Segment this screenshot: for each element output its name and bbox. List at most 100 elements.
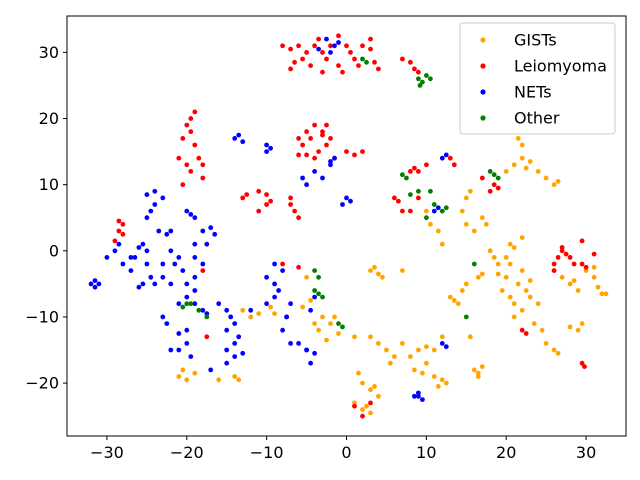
data-point	[292, 59, 297, 65]
data-point	[300, 175, 305, 181]
data-point	[336, 33, 341, 39]
data-point	[408, 169, 413, 174]
data-point	[200, 162, 206, 168]
data-point	[136, 284, 142, 290]
data-point	[555, 350, 561, 356]
data-point	[475, 274, 481, 280]
y-tick-label: 10	[39, 175, 59, 194]
data-point	[196, 307, 202, 313]
data-point	[88, 281, 94, 287]
data-point	[324, 122, 329, 128]
data-point	[328, 136, 333, 141]
data-point	[471, 228, 477, 234]
data-point	[232, 341, 238, 346]
data-point	[180, 136, 186, 141]
data-point	[511, 245, 517, 250]
data-point	[443, 380, 449, 386]
data-point	[579, 238, 585, 244]
data-point	[531, 321, 537, 326]
data-point	[300, 142, 305, 148]
data-point	[471, 261, 477, 267]
data-point	[328, 50, 333, 55]
data-point	[232, 354, 238, 359]
data-point	[416, 169, 421, 174]
data-point	[567, 255, 573, 260]
legend-label-leiomyoma: Leiomyoma	[514, 57, 607, 76]
data-point	[148, 208, 154, 214]
data-point	[160, 261, 166, 267]
data-point	[312, 288, 317, 293]
data-point	[443, 152, 449, 158]
data-point	[188, 169, 194, 174]
data-point	[280, 43, 285, 49]
data-point	[324, 337, 329, 343]
data-point	[312, 155, 317, 161]
data-point	[336, 63, 341, 68]
data-point	[92, 278, 98, 283]
data-point	[360, 56, 365, 62]
data-point	[579, 321, 585, 326]
data-point	[216, 377, 222, 383]
data-point	[288, 202, 293, 207]
y-tick-label: −10	[25, 307, 59, 326]
data-point	[272, 311, 277, 316]
data-point	[176, 301, 182, 307]
data-point	[424, 208, 429, 214]
data-point	[503, 255, 509, 260]
data-point	[312, 122, 317, 128]
data-point	[320, 129, 325, 135]
data-point	[328, 162, 333, 168]
data-point	[340, 324, 345, 330]
series-nets	[88, 36, 449, 402]
data-point	[160, 314, 166, 320]
data-point	[412, 393, 417, 399]
x-tick-label: 10	[416, 443, 436, 462]
data-point	[443, 344, 449, 350]
data-point	[599, 291, 605, 297]
data-point	[284, 314, 289, 320]
data-point	[144, 215, 150, 221]
data-point	[519, 327, 525, 333]
data-point	[240, 350, 246, 356]
data-point	[112, 238, 118, 244]
data-point	[128, 268, 134, 273]
data-point	[308, 360, 313, 366]
data-point	[176, 255, 182, 260]
data-point	[439, 334, 445, 340]
data-point	[451, 162, 457, 168]
data-point	[408, 354, 413, 359]
x-tick-label: −30	[90, 443, 124, 462]
data-point	[559, 274, 565, 280]
data-point	[408, 192, 413, 198]
data-point	[511, 301, 517, 307]
data-point	[372, 59, 377, 65]
data-point	[571, 278, 577, 283]
data-point	[360, 407, 365, 412]
data-point	[236, 334, 242, 340]
data-point	[519, 268, 525, 273]
data-point	[424, 215, 429, 221]
data-point	[364, 403, 369, 409]
data-point	[519, 235, 525, 241]
data-point	[116, 218, 122, 224]
legend-label-nets: NETs	[514, 83, 552, 102]
data-point	[507, 294, 513, 300]
legend-label-other: Other	[514, 109, 560, 128]
data-point	[288, 301, 293, 307]
data-point	[459, 208, 465, 214]
data-point	[264, 149, 269, 155]
data-point	[192, 370, 198, 376]
data-point	[192, 274, 198, 280]
data-point	[244, 192, 250, 198]
data-point	[364, 59, 369, 65]
data-point	[280, 268, 285, 273]
data-point	[308, 298, 313, 303]
data-point	[408, 59, 413, 65]
data-point	[200, 228, 206, 234]
data-point	[96, 281, 102, 287]
data-point	[479, 271, 485, 277]
data-point	[176, 331, 182, 336]
data-point	[515, 136, 521, 141]
data-point	[192, 109, 198, 115]
